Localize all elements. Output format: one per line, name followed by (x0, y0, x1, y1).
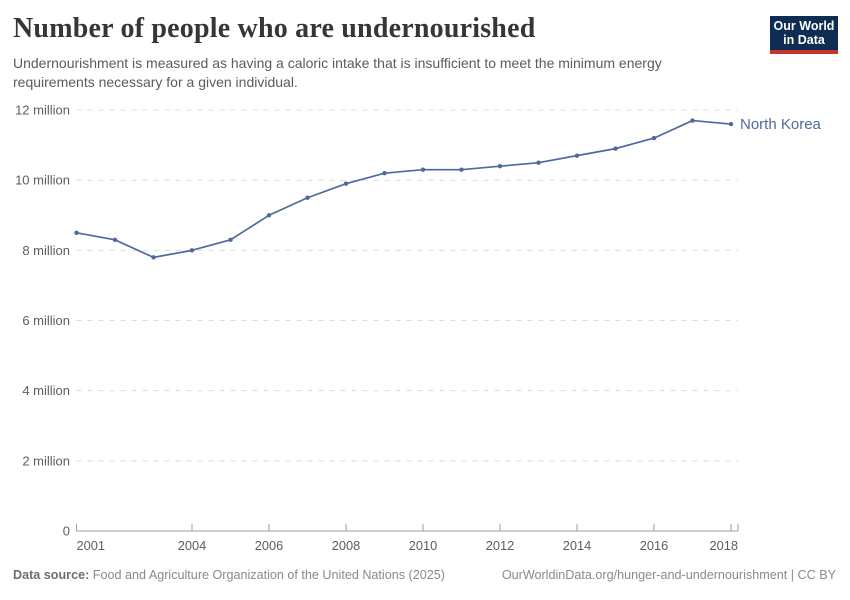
x-tick-label: 2006 (255, 538, 283, 553)
x-tick-label: 2018 (710, 538, 738, 553)
x-tick-label: 2012 (486, 538, 514, 553)
data-point[interactable] (266, 213, 272, 218)
x-tick-label: 2014 (563, 538, 591, 553)
y-tick-label: 2 million (22, 453, 70, 468)
data-source: Data source: Food and Agriculture Organi… (13, 568, 445, 582)
x-tick-label: 2001 (77, 538, 105, 553)
owid-logo-line2: in Data (783, 33, 825, 47)
data-point[interactable] (74, 230, 79, 236)
page-title: Number of people who are undernourished (13, 13, 536, 44)
data-point[interactable] (112, 237, 118, 243)
data-point[interactable] (651, 135, 657, 141)
y-tick-label: 6 million (22, 313, 70, 328)
owid-logo-line1: Our World (773, 19, 835, 33)
data-point[interactable] (574, 153, 580, 158)
footer-links: OurWorldinData.org/hunger-and-undernouri… (502, 568, 836, 582)
page-subtitle: Undernourishment is measured as having a… (13, 55, 662, 91)
chart-footer: Data source: Food and Agriculture Organi… (13, 568, 836, 582)
data-point[interactable] (536, 160, 541, 165)
footer-separator: | (787, 568, 798, 582)
data-point[interactable] (305, 195, 310, 200)
data-point[interactable] (728, 121, 734, 127)
data-point[interactable] (343, 181, 349, 186)
data-source-value: Food and Agriculture Organization of the… (89, 568, 445, 582)
data-point[interactable] (459, 167, 464, 172)
data-point[interactable] (228, 237, 233, 243)
data-point[interactable] (420, 167, 426, 172)
data-series-line[interactable] (76, 119, 732, 259)
footer-license-link[interactable]: CC BY (797, 568, 837, 582)
line-chart-canvas[interactable]: 0 2 million 4 million 6 million 8 million 10 … (0, 95, 850, 555)
x-tick-label: 2010 (409, 538, 437, 553)
data-point[interactable] (690, 118, 695, 123)
series-label[interactable]: North Korea (740, 116, 822, 133)
x-tick-label: 2008 (332, 538, 360, 553)
y-tick-label: 12 million (15, 103, 70, 118)
y-tick-label: 10 million (15, 173, 70, 188)
data-point[interactable] (189, 248, 195, 253)
data-point[interactable] (382, 170, 387, 176)
data-point[interactable] (497, 163, 503, 169)
x-tick-label: 2004 (178, 538, 206, 553)
y-tick-label: 8 million (22, 243, 70, 258)
footer-url-link[interactable]: OurWorldinData.org/hunger-and-undernouri… (501, 568, 788, 582)
data-source-label: Data source: (13, 568, 90, 582)
y-tick-label: 4 million (22, 383, 70, 398)
owid-logo[interactable]: Our World in Data (770, 16, 838, 54)
x-tick-label: 2016 (640, 538, 668, 553)
data-point[interactable] (151, 255, 156, 260)
data-point[interactable] (613, 146, 618, 151)
y-tick-label: 0 (63, 524, 70, 539)
